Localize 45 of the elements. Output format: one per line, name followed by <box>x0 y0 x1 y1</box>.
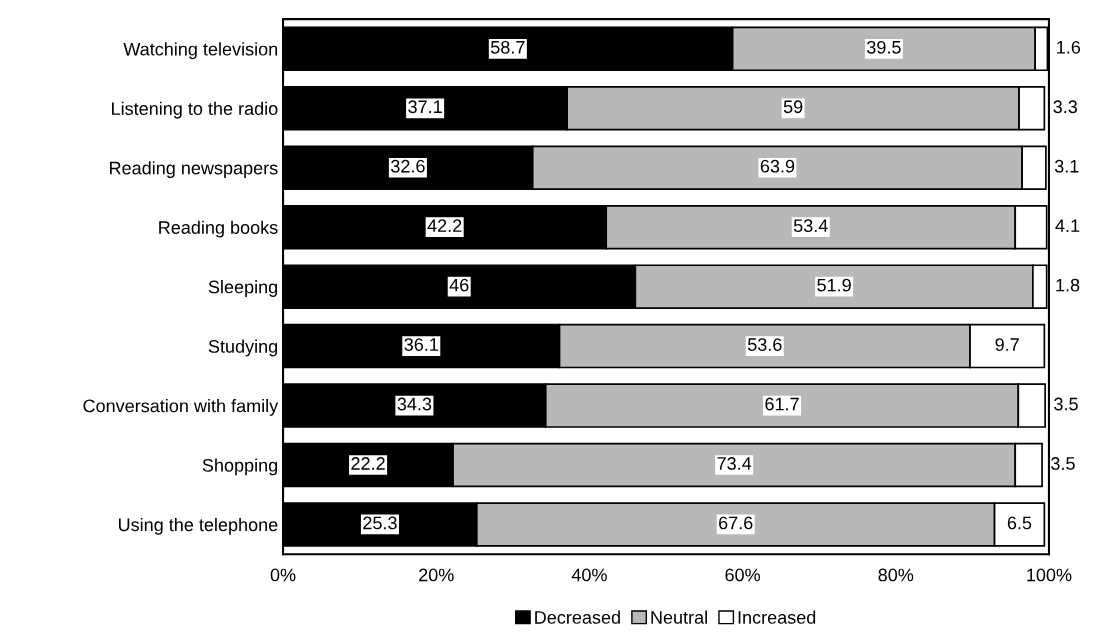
data-label: 9.7 <box>995 338 1019 351</box>
x-tick-label: 60% <box>725 568 761 582</box>
data-label: 3.5 <box>1051 457 1075 470</box>
y-tick-label: Reading books <box>159 220 278 238</box>
data-label: 25.3 <box>363 516 397 530</box>
data-label: 51.9 <box>817 278 851 292</box>
data-label: 3.5 <box>1054 397 1078 411</box>
data-label: 32.6 <box>391 159 425 173</box>
x-tick-label: 20% <box>419 568 454 582</box>
y-tick-label: Studying <box>208 339 278 357</box>
data-label: 6.5 <box>1007 516 1032 530</box>
data-label: 53.4 <box>793 219 828 233</box>
data-label: 1.6 <box>1057 40 1081 54</box>
data-label: 46 <box>449 278 469 292</box>
y-tick-label: Using the telephone <box>118 517 278 535</box>
data-label: 58.7 <box>490 40 525 54</box>
data-label: 59 <box>783 100 803 114</box>
data-label: 61.7 <box>765 397 799 411</box>
data-label: 73.4 <box>717 457 752 470</box>
data-label: 53.6 <box>747 338 782 351</box>
data-label: 34.3 <box>397 397 432 411</box>
data-label: 4.1 <box>1055 219 1080 232</box>
data-label: 63.9 <box>760 159 795 173</box>
data-label: 42.2 <box>427 219 462 232</box>
data-label: 3.1 <box>1054 159 1079 173</box>
legend-label: Neutral <box>651 610 707 624</box>
legend-label: Increased <box>738 610 816 624</box>
data-label: 39.5 <box>867 40 901 54</box>
legend-label: Decreased <box>535 610 620 624</box>
data-label: 36.1 <box>404 338 438 351</box>
x-tick-label: 100% <box>1027 568 1072 582</box>
x-tick-label: 0% <box>270 568 296 582</box>
y-tick-label: Sleeping <box>208 280 278 297</box>
data-label: 1.8 <box>1056 278 1080 292</box>
y-tick-label: Listening to the radio <box>112 101 278 119</box>
x-tick-label: 80% <box>878 568 914 582</box>
y-tick-label: Reading newspapers <box>110 161 278 179</box>
data-label: 3.3 <box>1053 100 1077 114</box>
y-tick-label: Conversation with family <box>83 399 279 416</box>
data-label: 37.1 <box>408 100 442 114</box>
data-label: 67.6 <box>719 516 753 530</box>
y-tick-label: Shopping <box>202 458 278 476</box>
data-label: 22.2 <box>351 457 385 470</box>
x-tick-label: 40% <box>571 568 607 582</box>
y-tick-label: Watching television <box>123 42 278 60</box>
